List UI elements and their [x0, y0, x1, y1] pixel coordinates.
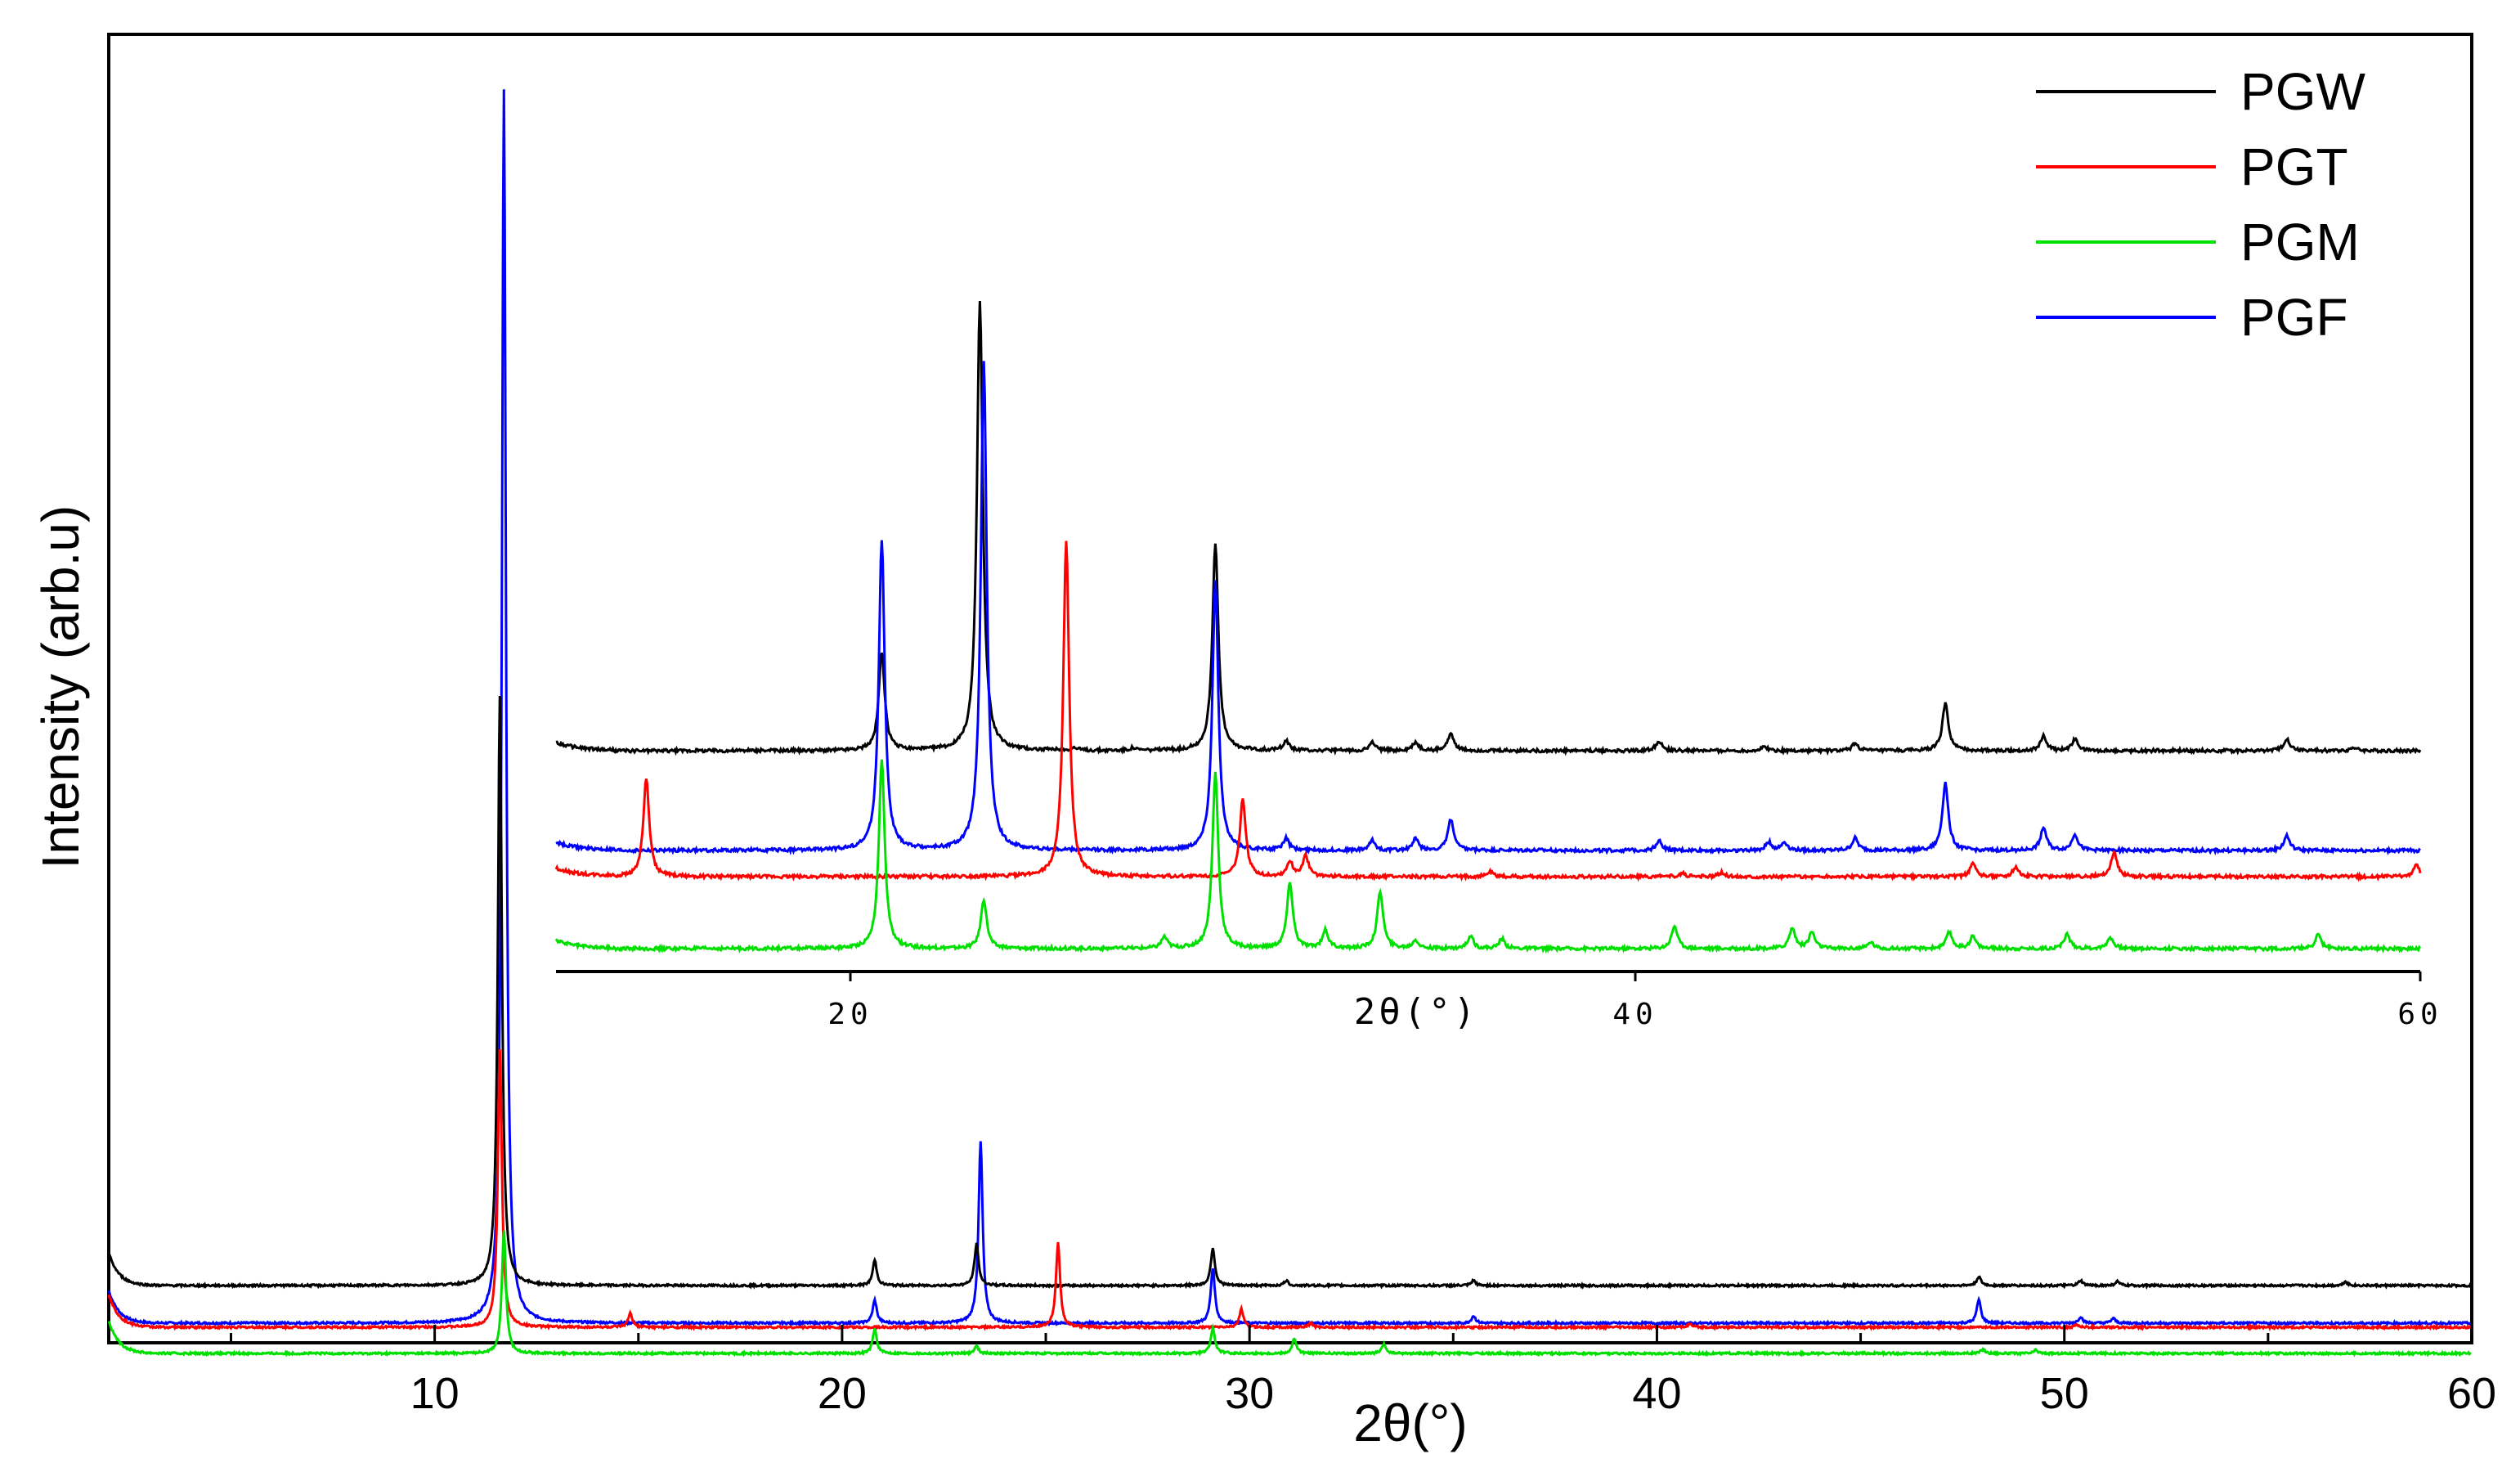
inset-series-pgt	[554, 541, 2422, 882]
main-series-pgt	[107, 1049, 2473, 1332]
inset-x-ticks: 20 40 60	[827, 972, 2442, 1031]
legend-label-pgm: PGM	[2240, 213, 2360, 272]
main-tick-label-40: 40	[1632, 1369, 1681, 1418]
legend-label-pgf: PGF	[2240, 288, 2348, 347]
inset-plot: 20 40 60 2θ(°)	[554, 300, 2442, 1033]
main-tick-label-10: 10	[410, 1369, 460, 1418]
legend-label-pgw: PGW	[2240, 62, 2365, 121]
main-series-pgf	[107, 89, 2472, 1327]
inset-tick-label-60: 60	[2397, 998, 2442, 1031]
main-tick-label-20: 20	[818, 1369, 867, 1418]
inset-x-axis-title: 2θ(°)	[1354, 991, 1478, 1033]
main-series-group	[107, 89, 2473, 1358]
main-tick-label-50: 50	[2040, 1369, 2089, 1418]
legend: PGW PGT PGM PGF	[2036, 62, 2365, 347]
y-axis-title: Intensity (arb.u)	[31, 505, 90, 869]
inset-tick-label-40: 40	[1612, 998, 1657, 1031]
main-x-ticks: 10 20 30 40 50 60	[229, 1325, 2496, 1418]
inset-series-group	[554, 300, 2422, 954]
inset-tick-label-20: 20	[827, 998, 872, 1031]
x-axis-title: 2θ(°)	[1353, 1393, 1467, 1452]
inset-series-pgf	[555, 361, 2421, 856]
main-series-pgw	[107, 695, 2473, 1290]
main-tick-label-60: 60	[2447, 1369, 2496, 1418]
legend-label-pgt: PGT	[2240, 137, 2348, 196]
inset-series-pgw	[555, 300, 2422, 756]
plot-frame	[107, 33, 2473, 1344]
main-series-pgm	[107, 1230, 2472, 1358]
main-tick-label-30: 30	[1225, 1369, 1274, 1418]
inset-series-pgm	[554, 759, 2422, 954]
